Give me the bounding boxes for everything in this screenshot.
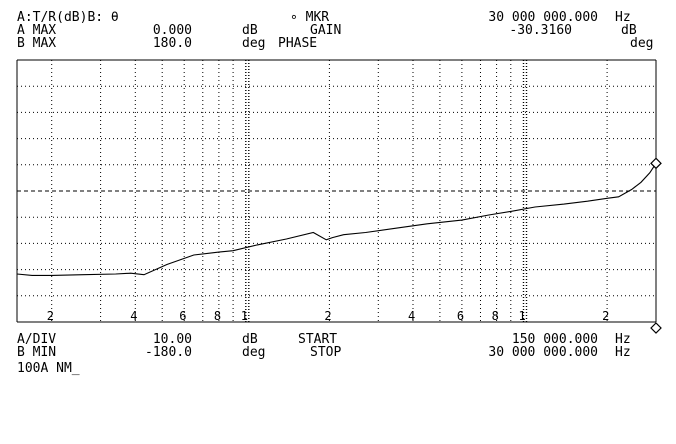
b-parameter: PHASE [278, 36, 318, 51]
b-max-value: 180.0 [152, 36, 192, 51]
marker [650, 157, 662, 170]
x-tick-label: 2 [602, 309, 609, 323]
x-tick-labels: 2 4 6 8 1 2 4 6 8 1 2 [47, 309, 610, 323]
marker-value-unit: dB [621, 23, 637, 38]
x-tick-label: 4 [408, 309, 415, 323]
marker-frequency: 30 000 000.000 [488, 10, 598, 25]
a-parameter: GAIN [310, 23, 342, 38]
start-label: START [298, 332, 338, 347]
analyzer-screen: 2 4 6 8 1 2 4 6 8 1 2 [16, 59, 662, 334]
x-tick-label: 6 [179, 309, 186, 323]
header-line-1: A:T/R(dB)B: θ ∘ MKR 30 000 000.000 Hz [0, 11, 676, 25]
x-tick-label: 2 [47, 309, 54, 323]
b-unit-right: deg [630, 36, 654, 51]
footer-line-2: B MIN -180.0 deg STOP 30 000 000.000 Hz [0, 346, 676, 360]
x-tick-label: 2 [324, 309, 331, 323]
b-max-label: B MAX [17, 36, 57, 51]
phase-trace [16, 162, 657, 276]
stop-label: STOP [310, 345, 342, 360]
start-unit: Hz [615, 332, 631, 347]
b-min-value: -180.0 [145, 345, 192, 360]
footer-line-3: 100A NM_ [0, 362, 676, 376]
stop-frequency: 30 000 000.000 [488, 345, 598, 360]
a-max-unit: dB [242, 23, 258, 38]
x-tick-label: 8 [492, 309, 499, 323]
marker-frequency-unit: Hz [615, 10, 631, 25]
a-max-label: A MAX [17, 23, 57, 38]
trace-format: A:T/R(dB)B: θ [17, 10, 119, 25]
reference-marker [650, 322, 662, 334]
b-min-unit: deg [242, 345, 266, 360]
graticule [16, 59, 657, 323]
stop-unit: Hz [615, 345, 631, 360]
header-line-2: A MAX 0.000 dB GAIN -30.3160 dB [0, 24, 676, 38]
x-tick-label: 1 [241, 309, 248, 323]
a-div-value: 10.00 [152, 332, 192, 347]
a-div-unit: dB [242, 332, 258, 347]
marker-value: -30.3160 [509, 23, 572, 38]
header-line-3: B MAX 180.0 deg PHASE deg [0, 37, 676, 51]
a-max-value: 0.000 [152, 23, 192, 38]
b-min-label: B MIN [17, 345, 57, 360]
x-tick-label: 8 [214, 309, 221, 323]
start-frequency: 150 000.000 [511, 332, 598, 347]
marker-diamond [650, 157, 662, 170]
x-tick-label: 1 [519, 309, 526, 323]
marker-label: ∘ MKR [290, 10, 330, 25]
x-tick-label: 4 [130, 309, 137, 323]
a-div-label: A/DIV [17, 332, 57, 347]
footer-line-1: A/DIV 10.00 dB START 150 000.000 Hz [0, 333, 676, 347]
b-max-unit: deg [242, 36, 266, 51]
command-line[interactable]: 100A NM_ [17, 361, 80, 376]
x-tick-label: 6 [457, 309, 464, 323]
